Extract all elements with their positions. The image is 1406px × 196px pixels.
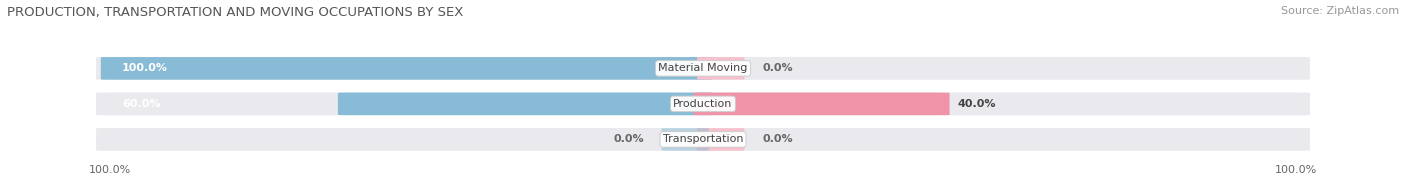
Text: PRODUCTION, TRANSPORTATION AND MOVING OCCUPATIONS BY SEX: PRODUCTION, TRANSPORTATION AND MOVING OC… bbox=[7, 6, 464, 19]
Text: 60.0%: 60.0% bbox=[122, 99, 160, 109]
FancyBboxPatch shape bbox=[661, 128, 709, 151]
Text: 0.0%: 0.0% bbox=[762, 63, 793, 73]
Text: Transportation: Transportation bbox=[662, 134, 744, 144]
Text: Material Moving: Material Moving bbox=[658, 63, 748, 73]
Text: Production: Production bbox=[673, 99, 733, 109]
FancyBboxPatch shape bbox=[96, 128, 1310, 151]
Text: 40.0%: 40.0% bbox=[957, 99, 997, 109]
FancyBboxPatch shape bbox=[697, 128, 745, 151]
Text: Source: ZipAtlas.com: Source: ZipAtlas.com bbox=[1281, 6, 1399, 16]
FancyBboxPatch shape bbox=[693, 93, 949, 115]
Text: 0.0%: 0.0% bbox=[613, 134, 644, 144]
Text: 100.0%: 100.0% bbox=[122, 63, 169, 73]
FancyBboxPatch shape bbox=[96, 57, 1310, 80]
FancyBboxPatch shape bbox=[697, 57, 745, 80]
FancyBboxPatch shape bbox=[96, 93, 1310, 115]
Text: 0.0%: 0.0% bbox=[762, 134, 793, 144]
FancyBboxPatch shape bbox=[337, 93, 713, 115]
FancyBboxPatch shape bbox=[101, 57, 713, 80]
